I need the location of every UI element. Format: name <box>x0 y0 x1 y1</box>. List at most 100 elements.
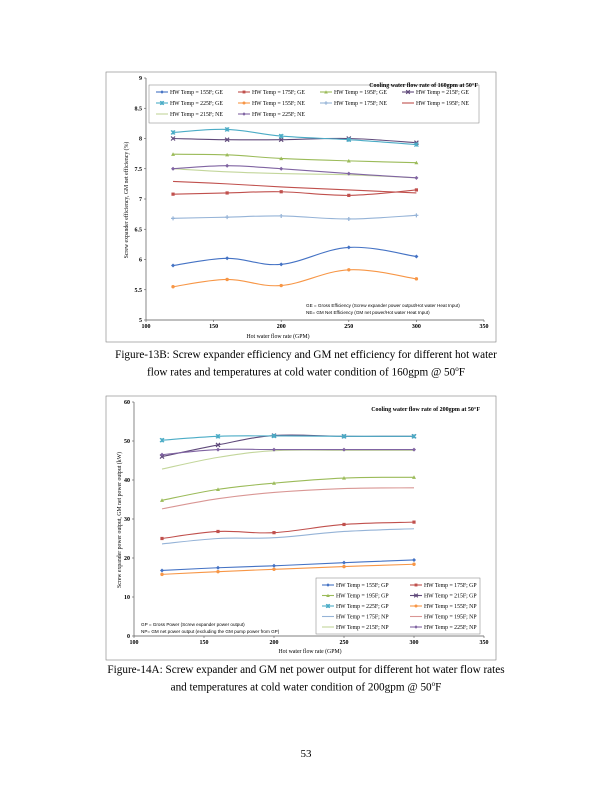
data-marker <box>346 158 351 163</box>
data-marker <box>414 625 418 629</box>
x-tick-label: 300 <box>412 324 421 330</box>
series-hw-temp-215f-np <box>161 449 415 470</box>
legend-label: HW Temp = 225F; NP <box>424 625 477 631</box>
legend-label: HW Temp = 215F; NP <box>336 625 389 631</box>
x-axis-label: Hot water flow rate (GPM) <box>278 648 341 655</box>
data-marker <box>411 433 417 439</box>
data-marker <box>414 213 419 218</box>
data-marker <box>272 447 276 452</box>
y-tick-label: 9 <box>139 76 142 82</box>
data-marker <box>242 101 246 105</box>
series-line <box>173 137 417 144</box>
legend-label: HW Temp = 175F; GE <box>252 90 305 96</box>
data-marker <box>278 133 284 139</box>
data-marker <box>160 90 164 94</box>
data-marker <box>326 583 330 587</box>
legend-label: HW Temp = 195F; NE <box>416 101 469 107</box>
data-marker <box>279 262 284 267</box>
series-line <box>161 435 415 441</box>
chart-title: Cooling water flow rate of 200gpm at 50°… <box>371 406 480 413</box>
data-marker <box>216 447 220 452</box>
series-hw-temp-225f-gp <box>159 433 417 443</box>
data-marker <box>412 447 416 452</box>
data-marker <box>342 476 346 480</box>
data-marker <box>412 520 416 524</box>
legend-label: HW Temp = 175F; NE <box>334 101 387 107</box>
legend-box <box>315 577 481 635</box>
data-marker <box>272 567 276 572</box>
series-hw-temp-175f-ge <box>171 188 418 197</box>
data-marker <box>346 136 352 141</box>
data-marker <box>341 433 347 439</box>
x-tick-label: 200 <box>270 640 279 646</box>
legend-label: HW Temp = 215F; GP <box>424 594 477 600</box>
data-marker <box>224 127 230 132</box>
series-line <box>173 189 417 196</box>
data-marker <box>279 283 283 288</box>
data-marker <box>342 447 346 452</box>
y-tick-label: 5.5 <box>135 288 143 294</box>
data-marker <box>225 152 230 157</box>
chart-note: NE= GM Net Efficiency (GM net power/Hot … <box>306 310 430 315</box>
data-marker <box>216 529 220 534</box>
series-hw-temp-215f-gp <box>159 433 417 460</box>
data-marker <box>278 137 284 143</box>
data-marker <box>347 193 351 197</box>
legend-label: HW Temp = 195F; GP <box>336 594 389 600</box>
y-tick-label: 20 <box>124 556 130 562</box>
data-marker <box>412 562 416 566</box>
series-line <box>173 153 417 164</box>
caption-line: Figure-13B: Screw expander efficiency an… <box>115 349 497 361</box>
x-tick-label: 150 <box>209 324 218 330</box>
data-marker <box>215 442 221 448</box>
y-axis-label: Screw expander power output, GM net powe… <box>116 452 123 588</box>
y-tick-label: 5 <box>139 318 142 324</box>
legend-label: HW Temp = 225F; NE <box>252 112 305 118</box>
x-tick-label: 150 <box>200 640 209 646</box>
data-marker <box>414 583 418 587</box>
data-marker <box>170 130 176 135</box>
series-line <box>161 528 415 545</box>
data-marker <box>279 213 284 218</box>
data-marker <box>160 568 164 573</box>
chart-title: Cooling water flow rate of 160gpm at 50°… <box>369 82 478 89</box>
series-hw-temp-155f-gp <box>160 557 416 573</box>
series-hw-temp-195f-ne <box>173 180 417 194</box>
data-marker <box>171 285 175 289</box>
series-hw-temp-155f-ge <box>171 245 419 268</box>
chart-frame <box>105 71 497 343</box>
data-marker <box>279 166 284 171</box>
series-hw-temp-155f-np <box>160 562 416 577</box>
data-marker <box>342 564 346 569</box>
data-marker <box>414 254 419 259</box>
y-tick-label: 40 <box>124 478 130 484</box>
data-marker <box>414 188 418 192</box>
data-marker <box>171 192 175 196</box>
series-line <box>161 563 415 575</box>
data-marker <box>347 268 351 272</box>
data-marker <box>271 433 277 438</box>
y-tick-label: 7 <box>139 197 142 203</box>
series-hw-temp-195f-gp <box>160 475 416 502</box>
data-marker <box>216 487 220 491</box>
data-marker <box>159 454 165 460</box>
data-marker <box>342 522 346 527</box>
series-hw-temp-225f-np <box>160 447 416 457</box>
legend-label: HW Temp = 155F; NP <box>424 604 477 610</box>
data-marker <box>242 112 246 116</box>
data-marker <box>324 101 328 105</box>
data-marker <box>346 216 351 221</box>
legend-box <box>148 84 480 124</box>
legend-label: HW Temp = 225F; GE <box>170 101 223 107</box>
chart-note: GP = Gross Power (Screw expander power o… <box>141 622 245 627</box>
data-marker <box>412 475 416 479</box>
data-marker <box>346 245 351 250</box>
data-marker <box>414 604 418 608</box>
series-line <box>172 269 417 288</box>
series-hw-temp-195f-np <box>161 487 415 510</box>
data-marker <box>346 137 352 143</box>
data-marker <box>159 100 165 106</box>
data-marker <box>171 166 176 171</box>
x-tick-label: 250 <box>340 640 349 646</box>
y-tick-label: 6.5 <box>135 227 143 233</box>
